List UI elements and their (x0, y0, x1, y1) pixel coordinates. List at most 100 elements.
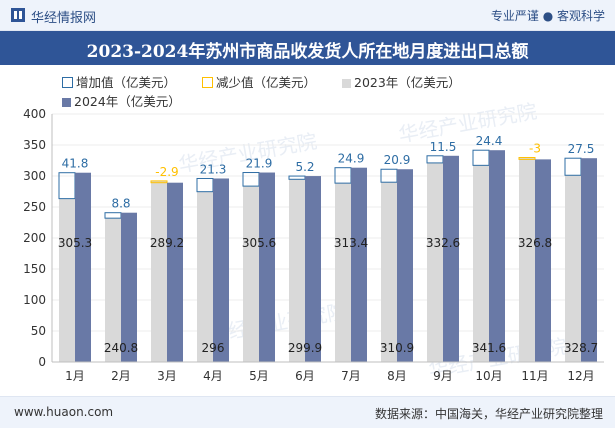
footer-site: www.huaon.com (14, 405, 114, 419)
logo-icon (11, 8, 25, 22)
value-label-2024: 341.6 (472, 341, 506, 355)
x-tick-label: 10月 (475, 369, 502, 383)
legend-swatch-decrease (202, 77, 213, 88)
bar-2024 (305, 176, 321, 362)
change-label: -3 (529, 142, 541, 156)
legend-item-2023: 2023年（亿美元） (342, 72, 461, 91)
bar-increase (58, 172, 76, 200)
y-tick-label: 250 (23, 200, 46, 214)
bar-2023 (565, 175, 581, 362)
bar-2023 (151, 180, 167, 362)
bars: 41.8 305.3 8.8 240.8 -2.9 289.2 21.3 296 21.9 305… (58, 134, 598, 362)
bar-increase (564, 157, 582, 176)
x-tick-label: 3月 (157, 369, 177, 383)
x-tick-label: 4月 (203, 369, 223, 383)
bar-2023 (105, 218, 121, 362)
x-tick-label: 7月 (341, 369, 361, 383)
change-label: 20.9 (384, 153, 411, 167)
value-label-2024: 289.2 (150, 236, 184, 250)
x-tick-label: 12月 (567, 369, 594, 383)
bar-2024 (489, 150, 505, 362)
bar-increase (288, 175, 306, 180)
x-axis: 1月 2月 3月 4月 5月 6月 7月 8月 9月 10月 11月 12月 (52, 361, 604, 383)
bar-2023 (427, 162, 443, 362)
bar-2024 (121, 212, 137, 362)
bar-chart: 华经产业研究院 华经产业研究院 华经产业研究院 华经产业研究院 05010015… (23, 99, 604, 383)
legend-label-decrease: 减少值（亿美元） (216, 75, 317, 90)
bar-increase (242, 172, 260, 187)
bar-2024 (443, 155, 459, 362)
bar-2024 (397, 169, 413, 362)
change-label: 21.9 (246, 157, 273, 171)
x-tick-label: 6月 (295, 369, 315, 383)
legend-label-increase: 增加值（亿美元） (76, 75, 177, 90)
legend-label-2023: 2023年（亿美元） (354, 75, 461, 90)
bar-2023 (197, 191, 213, 362)
watermark-2: 华经产业研究院 (397, 99, 539, 147)
x-tick-label: 9月 (433, 369, 453, 383)
value-label-2024: 326.8 (518, 236, 552, 250)
bar-increase (104, 212, 122, 219)
bar-2024 (75, 172, 91, 362)
value-label-2024: 332.6 (426, 236, 460, 250)
change-label: 27.5 (568, 142, 595, 156)
y-tick-label: 200 (23, 231, 46, 245)
bar-decrease (518, 157, 536, 160)
bar-2024 (351, 167, 367, 362)
value-label-2024: 305.6 (242, 236, 276, 250)
footer: www.huaon.com 数据来源：中国海关，华经产业研究院整理 (0, 396, 615, 428)
y-tick-label: 300 (23, 169, 46, 183)
change-label: 24.9 (338, 152, 365, 166)
bar-2024 (259, 172, 275, 362)
value-label-2024: 310.9 (380, 341, 414, 355)
change-label: 21.3 (200, 162, 227, 176)
grid-lines (52, 113, 604, 332)
y-axis: 0 50 100 150 200 250 300 350 400 (23, 107, 53, 369)
bar-increase (196, 177, 214, 193)
x-tick-label: 8月 (387, 369, 407, 383)
value-label-2024: 240.8 (104, 341, 138, 355)
bar-increase (334, 167, 352, 184)
value-label-2024: 313.4 (334, 236, 368, 250)
bar-decrease (150, 180, 168, 184)
legend-item-increase: 增加值（亿美元） (62, 72, 176, 91)
y-tick-label: 0 (38, 355, 46, 369)
value-label-2024: 328.7 (564, 341, 598, 355)
x-tick-label: 5月 (249, 369, 269, 383)
bar-2024 (535, 159, 551, 362)
bar-increase (472, 149, 490, 166)
bar-2023 (335, 183, 351, 362)
bar-2023 (473, 165, 489, 362)
brand-name: 华经情报网 (31, 11, 97, 26)
bar-2023 (519, 157, 535, 362)
bar-2024 (167, 182, 183, 362)
x-tick-label: 11月 (521, 369, 548, 383)
legend-swatch-2023 (342, 79, 351, 88)
legend-item-2024: 2024年（亿美元） (62, 91, 181, 110)
value-label-2024: 296 (202, 341, 225, 355)
bar-2023 (289, 179, 305, 362)
legend-item-decrease: 减少值（亿美元） (202, 72, 316, 91)
change-label: -2.9 (155, 165, 178, 179)
legend-swatch-2024 (62, 98, 71, 107)
top-bar: 华经情报网 专业严谨 ● 客观科学 (0, 0, 615, 31)
chart-title: 2023-2024年苏州市商品收发货人所在地月度进出口总额 (86, 42, 529, 62)
x-tick-label: 1月 (65, 369, 85, 383)
bar-2023 (59, 198, 75, 362)
y-tick-label: 400 (23, 107, 46, 121)
bar-2023 (243, 186, 259, 362)
y-tick-label: 150 (23, 262, 46, 276)
title-bar: 2023-2024年苏州市商品收发货人所在地月度进出口总额 (0, 31, 615, 65)
change-label: 8.8 (111, 197, 130, 211)
legend-swatch-increase (62, 77, 73, 88)
x-tick-label: 2月 (111, 369, 131, 383)
change-label: 11.5 (430, 140, 457, 154)
y-tick-label: 350 (23, 138, 46, 152)
change-label: 5.2 (295, 160, 314, 174)
y-tick-label: 100 (23, 293, 46, 307)
legend: 增加值（亿美元） 减少值（亿美元） 2023年（亿美元） 2024年（亿美元） (62, 72, 615, 109)
value-label-2024: 305.3 (58, 236, 92, 250)
bar-2023 (381, 182, 397, 362)
bar-2024 (213, 178, 229, 362)
bar-increase (426, 155, 444, 164)
